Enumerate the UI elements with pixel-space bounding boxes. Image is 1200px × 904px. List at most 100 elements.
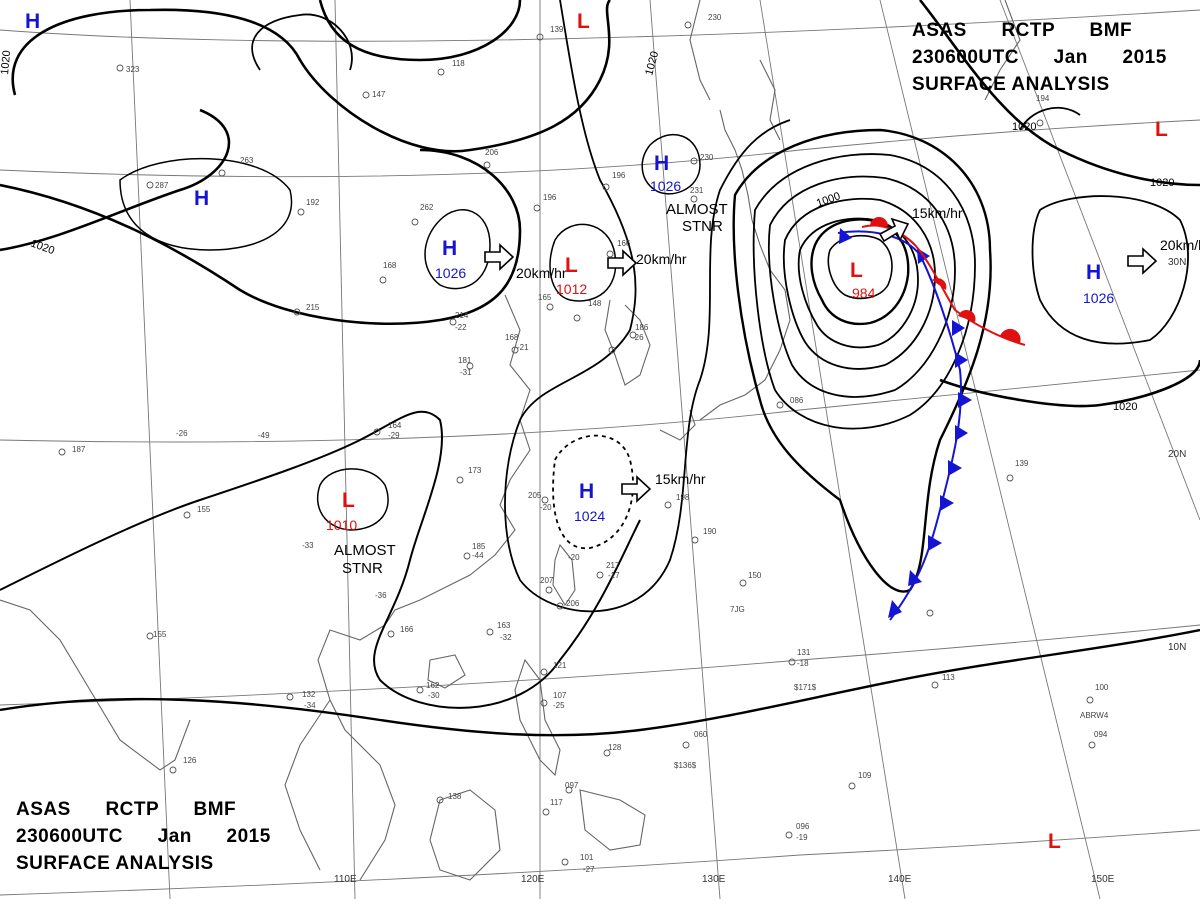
isobar-high-sakhalin — [641, 134, 701, 195]
station-pressure: 165 — [538, 293, 552, 302]
station-pressure: 231 — [690, 186, 704, 195]
station-dewpoint: -29 — [388, 431, 400, 440]
station-dewpoint: -30 — [428, 691, 440, 700]
longitude-line-110e — [334, 0, 356, 900]
station-pressure: 163 — [497, 621, 511, 630]
isobar-label: 1020 — [1113, 401, 1137, 413]
station-dewpoint: -49 — [258, 431, 270, 440]
warm-front-semicircle — [1000, 328, 1021, 343]
station-pressure: 205 — [528, 491, 542, 500]
latitude-line-10n — [0, 624, 1200, 706]
cold-front-tri — [955, 425, 968, 441]
station-pressure: 194 — [1036, 94, 1050, 103]
station-plots: 323 263 287 192 262 168 215 214 181 168 … — [58, 13, 1109, 874]
isobar-1020-north-ne — [1019, 106, 1081, 131]
isobar-japan-1000 — [810, 218, 910, 326]
isobar-1020-far-ne — [918, 0, 1200, 187]
station-dewpoint: -19 — [796, 833, 808, 842]
movement-label: 20km/hr — [636, 251, 687, 267]
station-pressure: 206 — [566, 599, 580, 608]
isobar-japan-2 — [752, 153, 976, 430]
coast-okhotsk — [689, 0, 711, 101]
low-southwest-pressure: 1010 — [326, 517, 357, 533]
isobar-1020-top — [318, 0, 522, 62]
station-pressure: 207 — [540, 576, 554, 585]
cold-front-tri — [948, 460, 962, 476]
isobar-south-long — [0, 628, 1200, 737]
station-pressure: 162 — [426, 681, 440, 690]
isobar-label: 1020 — [1012, 121, 1036, 133]
movement-arrow — [1127, 247, 1158, 275]
station-pressure: 060 — [694, 730, 708, 739]
station-pressure: 198 — [676, 493, 690, 502]
isobar-label: 1020 — [0, 50, 13, 75]
note-almost: ALMOST — [334, 542, 396, 559]
isobar-southwest-trough — [0, 410, 641, 709]
cold-front-tri — [888, 600, 902, 618]
isobar-1020-nw-ring — [251, 13, 353, 71]
longitude-line-160e — [999, 0, 1200, 521]
isobar-japan-outer-1 — [732, 128, 992, 593]
isobar-low-sw-ring — [316, 468, 389, 531]
station-markers — [58, 21, 1096, 866]
high-sakhalin-letter: H — [654, 152, 669, 175]
warm-front-semicircle — [870, 217, 888, 226]
movement-arrow — [484, 243, 515, 271]
latitude-line-40n — [0, 9, 1200, 42]
warm-front-semicircles — [870, 217, 1021, 343]
coast-mindanao — [579, 789, 646, 851]
header-line-2: 230600UTC Jan 2015 — [16, 826, 271, 847]
isobar-1020-north — [11, 0, 612, 153]
isobar-label: 1020 — [643, 50, 661, 77]
station-dewpoint: -26 — [176, 429, 188, 438]
high-mongolia-pressure: 1026 — [435, 265, 466, 281]
low-top-letter: L — [577, 10, 590, 33]
fronts — [837, 217, 1026, 621]
station-pressure: 096 — [796, 822, 810, 831]
coast-malay-peninsula — [284, 699, 331, 871]
latitude-label-10n: 10N — [1168, 642, 1186, 653]
station-pressure: 101 — [580, 853, 594, 862]
station-dewpoint: -34 — [304, 701, 316, 710]
coast-kamchatka — [984, 0, 1021, 101]
isobar-central-ridge — [504, 0, 791, 613]
station-dewpoint: -32 — [500, 633, 512, 642]
high-china-pressure: 1024 — [574, 508, 605, 524]
coastlines — [0, 0, 1021, 881]
station-pressure: 287 — [155, 181, 169, 190]
latitude-line-0n — [0, 829, 1200, 896]
station-id: $171$ — [794, 683, 817, 692]
movement-arrow — [607, 249, 638, 277]
isobar-low-yellow — [549, 223, 617, 302]
high-ne-pressure: 1026 — [1083, 290, 1114, 306]
station-pressure: 166 — [617, 239, 631, 248]
isobar-1020-left-edge — [0, 108, 231, 252]
longitude-label-140e: 140E — [888, 874, 912, 885]
note-almost: ALMOST — [666, 201, 728, 218]
station-pressure: 168 — [505, 333, 519, 342]
station-dewpoint: -17 — [608, 571, 620, 580]
station-pressure: 185 — [472, 542, 486, 551]
station-pressure: 192 — [306, 198, 320, 207]
movement-label: 15km/hr — [655, 471, 706, 487]
latitude-line-20n — [0, 369, 1200, 443]
station-id: $136$ — [674, 761, 697, 770]
station-pressure: 113 — [942, 673, 955, 682]
isobar-high-mongolia — [424, 209, 491, 290]
note-stnr: STNR — [342, 560, 383, 577]
station-pressure: 109 — [858, 771, 872, 780]
isobar-label: 1000 — [815, 190, 842, 210]
isobars — [0, 0, 1200, 737]
longitude-label-150e: 150E — [1091, 874, 1115, 885]
longitude-line-150e — [879, 0, 1101, 900]
cold-front-tri — [940, 495, 954, 511]
station-pressure: 196 — [543, 193, 557, 202]
station-pressure: 139 — [550, 25, 564, 34]
station-dewpoint: -20 — [540, 503, 552, 512]
coast-sakhalin — [759, 59, 781, 141]
movement-arrow — [621, 475, 652, 503]
station-pressure: 121 — [553, 661, 567, 670]
movement-arrows — [484, 217, 1158, 503]
isobar-1020-east — [939, 359, 1200, 408]
